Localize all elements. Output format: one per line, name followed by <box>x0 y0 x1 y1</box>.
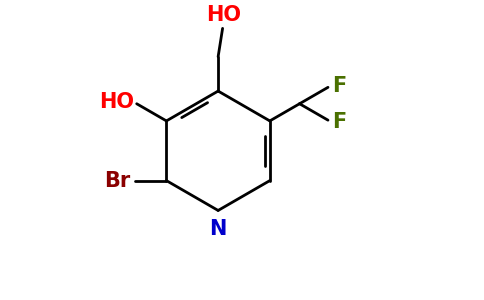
Text: HO: HO <box>207 5 242 26</box>
Text: F: F <box>333 112 347 132</box>
Text: Br: Br <box>105 171 131 190</box>
Text: F: F <box>333 76 347 96</box>
Text: HO: HO <box>99 92 134 112</box>
Text: N: N <box>210 219 227 239</box>
